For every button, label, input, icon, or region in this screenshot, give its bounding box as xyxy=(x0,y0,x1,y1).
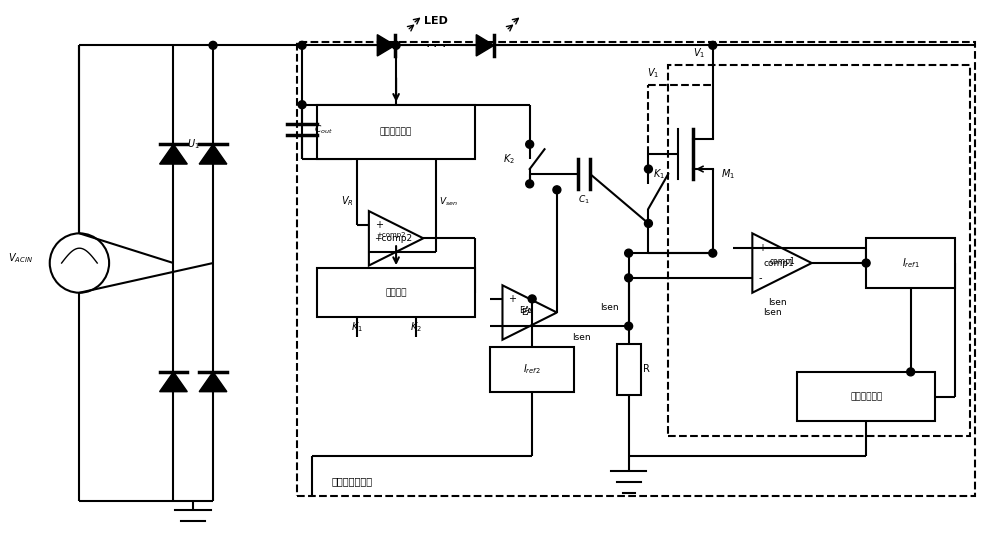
Text: $K_2$: $K_2$ xyxy=(503,152,515,166)
Circle shape xyxy=(625,249,633,257)
Text: 电压采样电路: 电压采样电路 xyxy=(380,127,412,136)
Circle shape xyxy=(209,42,217,49)
Bar xyxy=(617,344,641,395)
Text: $V_{sen}$: $V_{sen}$ xyxy=(439,196,458,208)
Circle shape xyxy=(625,274,633,282)
Circle shape xyxy=(709,42,717,49)
Polygon shape xyxy=(160,372,187,392)
Text: $C_1$: $C_1$ xyxy=(578,194,590,206)
Circle shape xyxy=(862,259,870,267)
Circle shape xyxy=(644,165,652,173)
Circle shape xyxy=(528,295,536,303)
Circle shape xyxy=(644,220,652,228)
Circle shape xyxy=(526,180,534,188)
Text: 逻辑电路: 逻辑电路 xyxy=(385,288,407,297)
Bar xyxy=(317,104,475,159)
Circle shape xyxy=(907,368,915,376)
Circle shape xyxy=(553,186,561,194)
Polygon shape xyxy=(199,144,227,164)
Text: -: - xyxy=(508,321,512,331)
Text: $K_1$: $K_1$ xyxy=(653,167,665,181)
Text: Isen: Isen xyxy=(572,333,590,342)
Text: $\cdot\cdot\cdot$: $\cdot\cdot\cdot$ xyxy=(425,38,447,52)
Circle shape xyxy=(625,322,633,330)
Text: $U_1$: $U_1$ xyxy=(187,138,200,151)
Text: Isen: Isen xyxy=(763,308,781,317)
Text: 温度检测模块: 温度检测模块 xyxy=(850,392,882,401)
Bar xyxy=(490,347,574,392)
Text: +comp2: +comp2 xyxy=(374,234,412,243)
Text: $V_{ACIN}$: $V_{ACIN}$ xyxy=(8,251,33,265)
Text: EA: EA xyxy=(519,306,530,315)
Text: $V_1$: $V_1$ xyxy=(693,46,705,60)
Text: $I_{ref1}$: $I_{ref1}$ xyxy=(902,256,920,270)
Text: $M_1$: $M_1$ xyxy=(721,167,735,181)
Text: -: - xyxy=(375,247,378,257)
Bar xyxy=(866,238,955,288)
Text: +: + xyxy=(758,243,766,253)
Bar xyxy=(317,268,475,318)
Text: $K_1$: $K_1$ xyxy=(351,320,363,334)
Text: $V_R$: $V_R$ xyxy=(341,194,354,207)
Text: $V_1$: $V_1$ xyxy=(647,66,660,80)
Circle shape xyxy=(392,42,400,49)
Circle shape xyxy=(298,101,306,109)
Text: +: + xyxy=(375,220,383,230)
Circle shape xyxy=(526,140,534,148)
Circle shape xyxy=(298,42,306,49)
Polygon shape xyxy=(476,35,494,56)
Text: comp1: comp1 xyxy=(764,259,794,268)
Polygon shape xyxy=(199,372,227,392)
Text: LED: LED xyxy=(424,15,448,26)
Bar xyxy=(797,372,935,422)
Bar xyxy=(297,42,975,496)
Polygon shape xyxy=(160,144,187,164)
Text: $I_{ref2}$: $I_{ref2}$ xyxy=(523,362,541,376)
Text: Isen: Isen xyxy=(768,297,786,306)
Bar xyxy=(668,65,970,436)
Text: comp1: comp1 xyxy=(769,256,795,265)
Text: $K_2$: $K_2$ xyxy=(410,320,422,334)
Text: $C_{out}$: $C_{out}$ xyxy=(314,123,333,136)
Text: R: R xyxy=(643,365,650,374)
Text: 晶体管控制电路: 晶体管控制电路 xyxy=(332,476,373,486)
Polygon shape xyxy=(377,35,395,56)
Circle shape xyxy=(709,249,717,257)
Text: EA: EA xyxy=(521,308,533,317)
Text: +: + xyxy=(508,294,516,304)
Text: +comp2: +comp2 xyxy=(376,232,406,238)
Text: Isen: Isen xyxy=(600,303,619,312)
Text: -: - xyxy=(758,273,762,283)
